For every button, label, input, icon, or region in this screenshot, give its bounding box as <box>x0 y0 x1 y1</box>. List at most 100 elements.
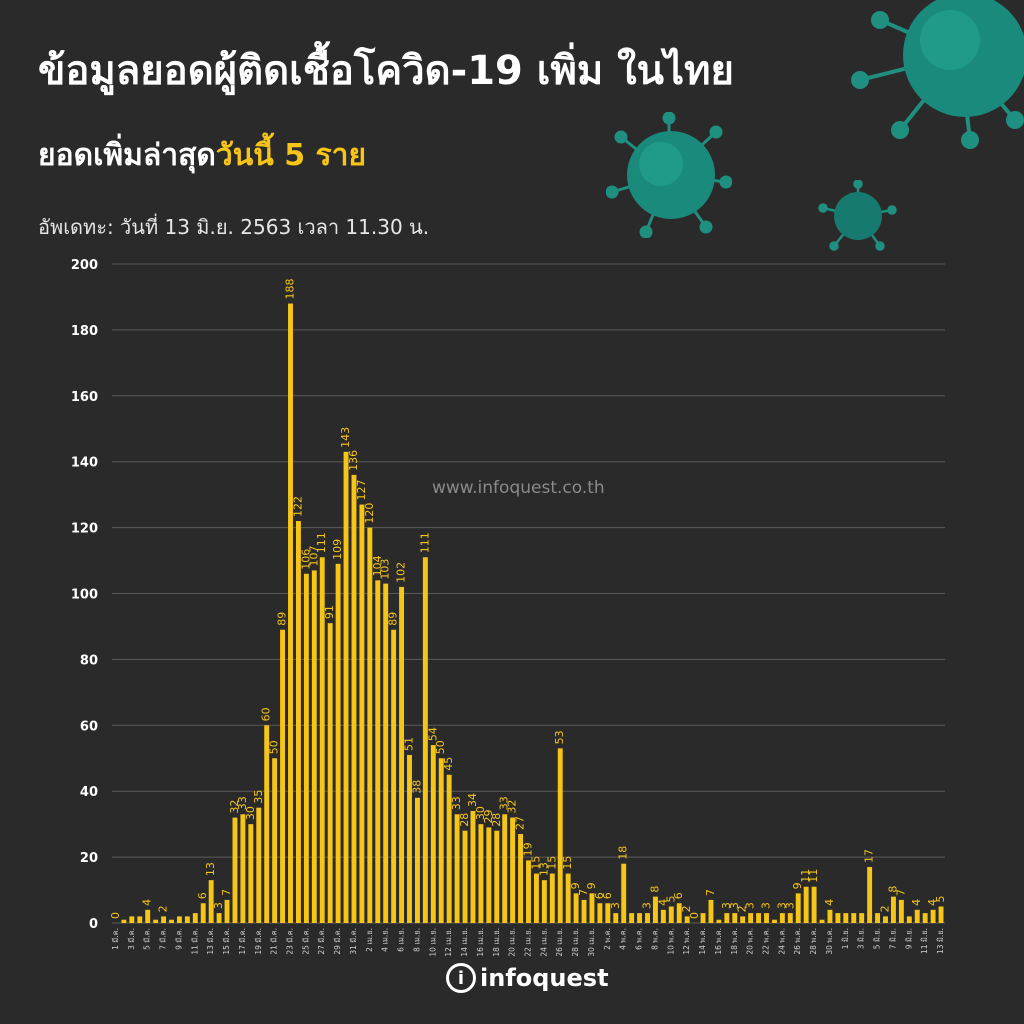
bar-value-label: 103 <box>379 559 392 580</box>
bar <box>161 916 167 923</box>
bar <box>724 913 730 923</box>
bar <box>438 758 444 923</box>
y-tick-label: 140 <box>71 456 98 471</box>
bar-value-label: 4 <box>910 899 923 906</box>
bar <box>867 866 873 923</box>
bar-value-label: 3 <box>609 902 622 909</box>
infoquest-logo: i infoquest <box>446 963 609 993</box>
bar <box>232 817 238 923</box>
bar-value-label: 91 <box>323 605 336 619</box>
bar <box>192 913 198 923</box>
bar <box>470 810 476 923</box>
bar-value-label: 30 <box>474 806 487 820</box>
x-tick-label: 17 มี.ค. <box>238 928 247 955</box>
x-tick-label: 11 มี.ค. <box>190 928 199 955</box>
bar-value-label: 15 <box>529 856 542 870</box>
bar <box>176 916 182 923</box>
bar-value-label: 136 <box>347 450 360 471</box>
virus-illustration-large <box>851 0 1024 149</box>
y-tick-label: 20 <box>80 851 98 866</box>
bar <box>613 913 619 923</box>
bar <box>589 893 595 923</box>
bar <box>581 899 587 923</box>
bar-value-label: 11 <box>799 869 812 883</box>
x-tick-label: 24 เม.ย. <box>539 928 548 957</box>
bar <box>446 774 452 923</box>
bar-value-label: 29 <box>482 809 495 823</box>
bar-value-label: 3 <box>728 902 741 909</box>
bar <box>922 913 928 923</box>
bar-value-label: 33 <box>236 796 249 810</box>
x-tick-label: 23 มี.ค. <box>286 928 295 955</box>
bar-value-label: 15 <box>561 856 574 870</box>
bar-value-label: 27 <box>514 816 527 830</box>
x-tick-label: 26 พ.ค. <box>793 928 802 955</box>
page-title: ข้อมูลยอดผู้ติดเชื้อโควิด-19 เพิ่ม ในไทย <box>38 48 734 94</box>
bar <box>748 913 754 923</box>
bar <box>280 629 286 923</box>
x-tick-label: 7 มิ.ย. <box>888 928 897 949</box>
bar <box>843 913 849 923</box>
bar <box>668 906 674 923</box>
bar <box>716 919 722 923</box>
y-tick-label: 0 <box>89 917 98 932</box>
x-tick-label: 7 มี.ค. <box>159 928 168 950</box>
bar <box>930 909 936 923</box>
bar <box>883 916 888 923</box>
x-tick-label: 2 พ.ค. <box>603 928 612 950</box>
bar-value-label: 109 <box>331 539 344 560</box>
bar-value-label: 32 <box>506 800 519 814</box>
bar-value-label: 122 <box>291 496 304 517</box>
bar-value-label: 0 <box>688 912 701 919</box>
x-tick-label: 14 พ.ค. <box>698 928 707 955</box>
bar <box>557 748 563 923</box>
bar <box>414 797 420 923</box>
bar-value-label: 5 <box>664 896 677 903</box>
bar <box>288 303 293 923</box>
bar <box>391 629 397 923</box>
bar <box>652 896 658 923</box>
bar <box>914 909 920 923</box>
bar <box>740 916 746 923</box>
bar <box>351 474 357 923</box>
y-tick-label: 180 <box>71 324 98 339</box>
y-tick-label: 60 <box>80 719 98 734</box>
bar <box>224 899 230 923</box>
bar-value-label: 3 <box>783 902 796 909</box>
bar-value-label: 34 <box>466 793 479 807</box>
x-tick-label: 22 เม.ย. <box>524 928 533 957</box>
bar <box>208 880 214 923</box>
bar-value-label: 33 <box>498 796 511 810</box>
bar-value-label: 51 <box>403 737 416 751</box>
bar-value-label: 89 <box>276 612 289 626</box>
bar <box>272 758 278 923</box>
bar <box>311 570 317 923</box>
bar <box>327 623 333 923</box>
bar <box>756 913 762 923</box>
y-tick-label: 120 <box>71 522 98 537</box>
bar-value-label: 2 <box>736 905 749 912</box>
bar <box>129 916 135 923</box>
bar-value-label: 143 <box>339 427 352 448</box>
watermark: www.infoquest.co.th <box>432 478 605 498</box>
bar-value-label: 19 <box>522 842 535 856</box>
virus-illustration-small <box>818 180 897 251</box>
bar <box>764 913 769 923</box>
bar-value-label: 127 <box>355 480 368 501</box>
bar-value-label: 7 <box>704 889 717 896</box>
bar <box>851 913 857 923</box>
bar <box>605 903 611 923</box>
bar <box>248 824 254 923</box>
bar-value-label: 54 <box>426 727 439 741</box>
bar <box>137 916 143 923</box>
bar <box>803 886 809 923</box>
bar-value-label: 2 <box>680 905 693 912</box>
bar <box>303 573 309 923</box>
x-tick-label: 4 พ.ค. <box>619 928 628 950</box>
bar-value-label: 53 <box>553 730 566 744</box>
bar-value-label: 28 <box>458 813 471 827</box>
bar-value-label: 11 <box>807 869 820 883</box>
bar <box>629 913 635 923</box>
subtitle: ยอดเพิ่มล่าสุดวันนี้ 5 ราย <box>38 132 366 179</box>
